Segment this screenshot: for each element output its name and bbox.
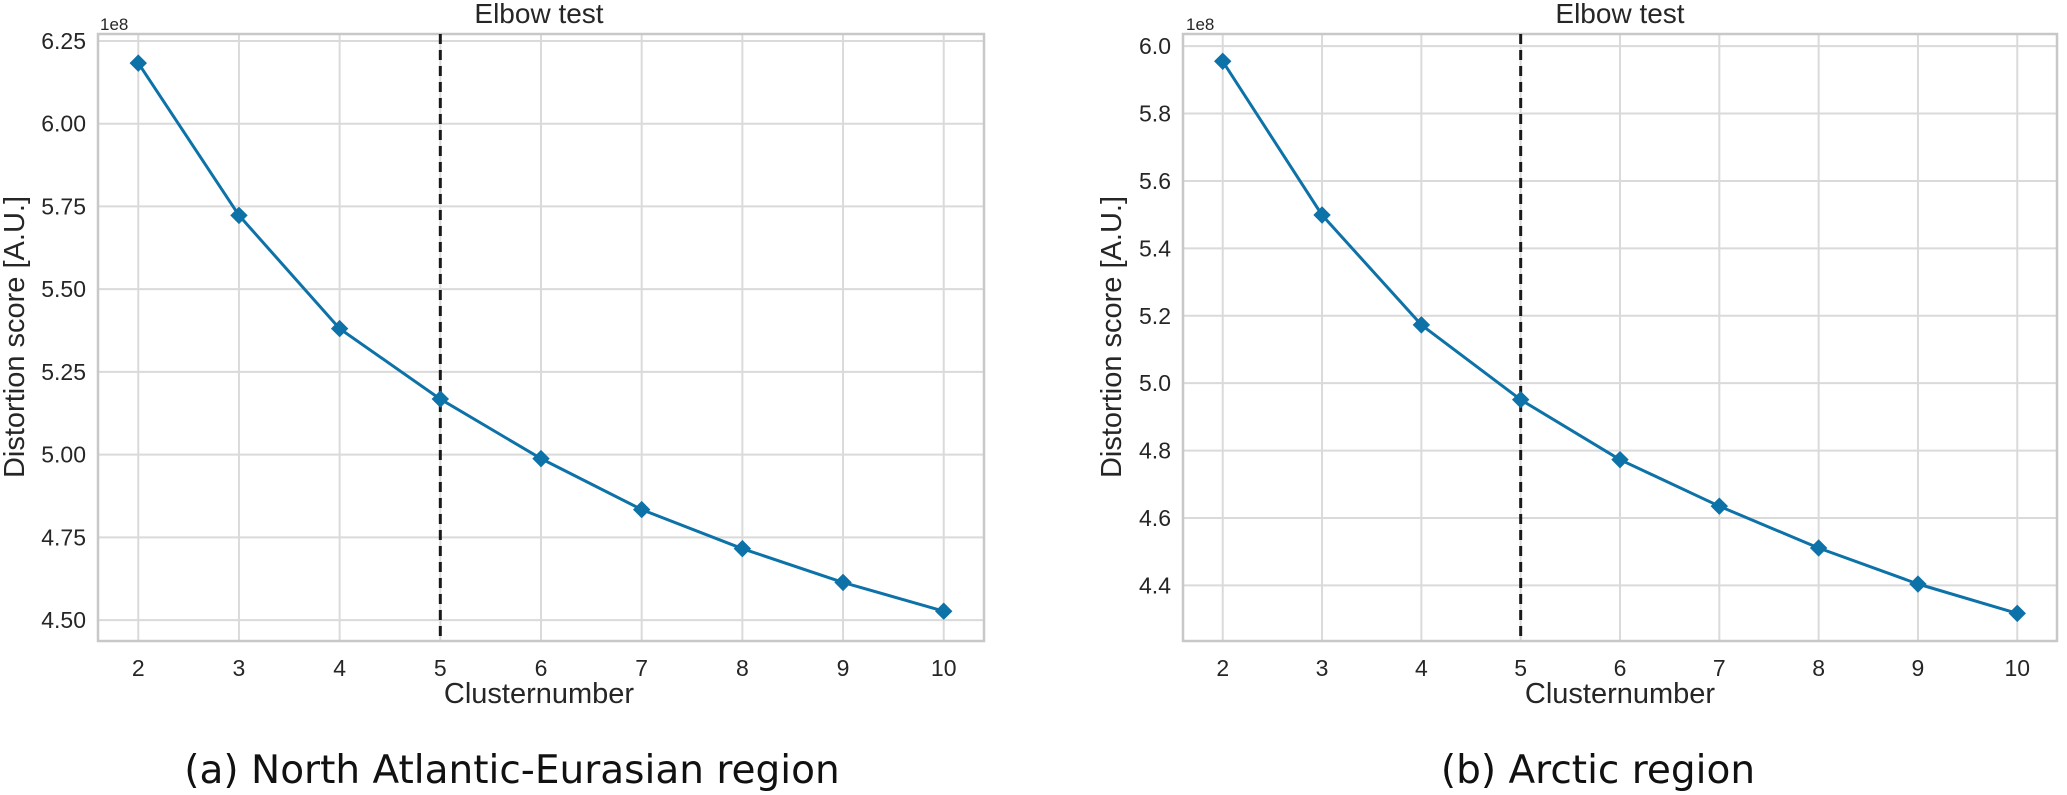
x-tick-label: 2: [1216, 655, 1229, 681]
plot-frame: [1181, 32, 2059, 643]
data-point-marker: [1313, 206, 1331, 224]
data-point-marker: [935, 602, 953, 620]
data-point-marker: [733, 539, 752, 558]
plot-frame: [96, 32, 986, 643]
plot-area: [1181, 32, 2059, 643]
y-tick-label: 5.75: [41, 193, 86, 219]
y-axis-label: Distortion score [A.U.]: [0, 196, 31, 478]
x-tick-label: 6: [535, 655, 548, 681]
data-point-marker: [632, 500, 651, 519]
y-tick-label: 4.6: [1139, 505, 1171, 531]
y-offset-label: 1e8: [100, 15, 128, 34]
data-point-marker: [1412, 316, 1431, 334]
y-tick-label: 4.4: [1139, 572, 1171, 598]
data-point-marker: [431, 390, 450, 408]
data-point-marker: [1710, 497, 1729, 515]
x-tick-label: 8: [1812, 655, 1825, 681]
y-tick-label: 6.00: [41, 111, 86, 137]
y-tick-label: 5.00: [41, 442, 86, 468]
y-axis-label: Distortion score [A.U.]: [1096, 196, 1128, 478]
x-tick-label: 5: [1514, 655, 1527, 681]
x-tick-label: 3: [1316, 655, 1329, 681]
x-tick-label: 4: [1415, 655, 1428, 681]
y-offset-label: 1e8: [1186, 15, 1214, 34]
data-point-marker: [834, 573, 852, 592]
y-tick-label: 4.75: [41, 524, 86, 550]
x-tick-label: 10: [931, 655, 957, 681]
data-point-marker: [1909, 575, 1927, 593]
x-tick-label: 2: [132, 655, 145, 681]
panel-arctic: Elbow test 1e8 Clusternumber Distortion …: [1096, 0, 2059, 793]
x-tick-label: 7: [1713, 655, 1726, 681]
panel-caption: (a) North Atlantic-Eurasian region: [184, 748, 839, 793]
y-tick-label: 5.0: [1139, 370, 1171, 396]
chart-title: Elbow test: [1555, 0, 1684, 29]
data-point-marker: [1511, 390, 1530, 409]
x-tick-label: 4: [333, 655, 346, 681]
x-tick-label: 7: [635, 655, 648, 681]
y-tick-label: 5.4: [1139, 235, 1171, 261]
y-tick-label: 5.50: [41, 276, 86, 302]
plot-area: [96, 32, 986, 643]
data-point-marker: [330, 319, 349, 338]
x-tick-label: 9: [837, 655, 850, 681]
panel-caption: (b) Arctic region: [1441, 748, 1755, 793]
data-point-marker: [1611, 450, 1629, 469]
y-tick-label: 4.8: [1139, 438, 1171, 464]
y-tick-label: 5.25: [41, 359, 86, 385]
y-tick-label: 4.50: [41, 607, 86, 633]
data-point-marker: [129, 54, 147, 72]
data-point-marker: [1214, 52, 1232, 71]
y-tick-label: 5.8: [1139, 101, 1171, 127]
x-tick-label: 8: [736, 655, 749, 681]
y-tick-label: 6.0: [1139, 33, 1171, 59]
y-tick-label: 6.25: [41, 28, 86, 54]
x-tick-label: 9: [1912, 655, 1925, 681]
data-point-marker: [1809, 539, 1828, 557]
x-tick-label: 6: [1614, 655, 1627, 681]
y-tick-label: 5.6: [1139, 168, 1171, 194]
y-tick-label: 5.2: [1139, 303, 1171, 329]
x-tick-label: 3: [233, 655, 246, 681]
data-point-marker: [2008, 604, 2026, 623]
panel-north-atlantic-eurasian: Elbow test 1e8 Clusternumber Distortion …: [0, 0, 986, 793]
data-point-marker: [532, 449, 550, 468]
x-axis-label: Clusternumber: [444, 678, 635, 710]
data-point-marker: [230, 206, 248, 225]
x-axis-label: Clusternumber: [1525, 678, 1716, 710]
x-tick-label: 10: [2004, 655, 2030, 681]
chart-title: Elbow test: [474, 0, 603, 29]
x-tick-label: 5: [434, 655, 447, 681]
